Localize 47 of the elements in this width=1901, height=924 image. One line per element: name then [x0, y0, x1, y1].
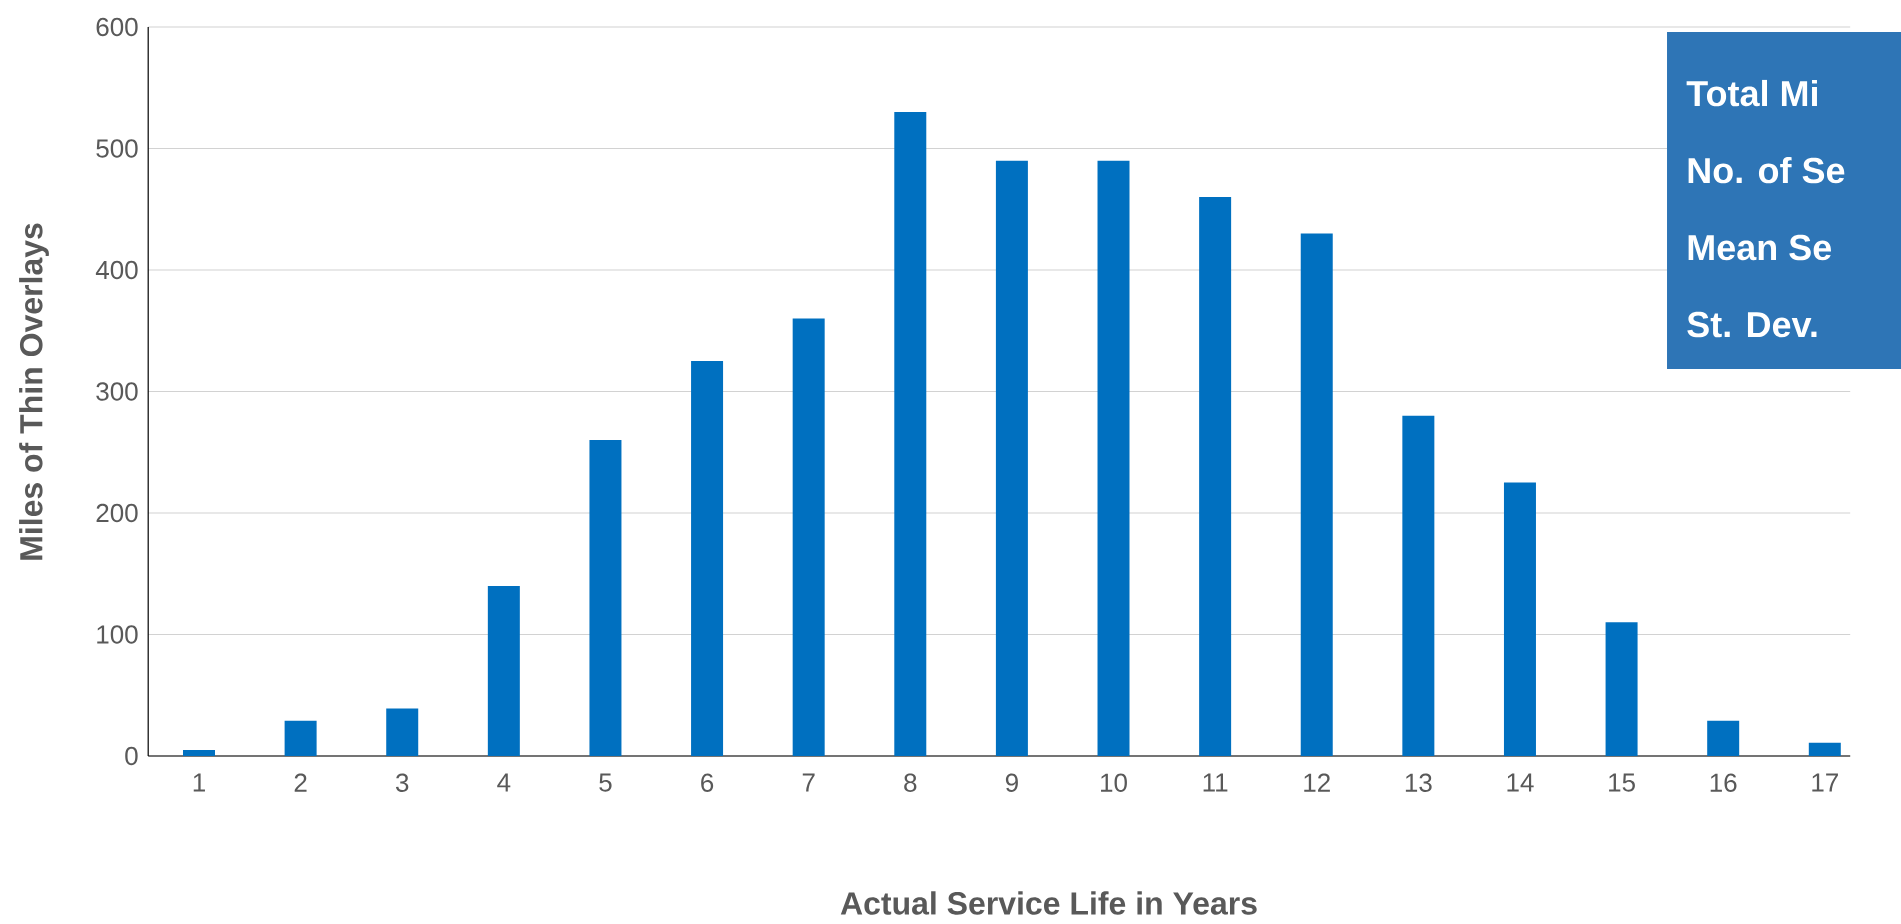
bar [589, 440, 622, 756]
x-tick-label: 8 [904, 773, 917, 792]
y-tick-label: 0 [125, 746, 138, 766]
x-tick-label: 9 [1005, 773, 1018, 792]
x-tick-label: 10 [1101, 773, 1127, 792]
y-tick-label: 100 [97, 625, 138, 644]
annotation: Mean Se [1688, 234, 1832, 261]
y-tick-label: 200 [96, 503, 138, 523]
x-tick-label: 6 [701, 773, 714, 792]
bar [894, 112, 927, 756]
x-tick-label: 5 [599, 773, 612, 792]
x-tick-label: 4 [497, 773, 511, 792]
x-tick-label: 16 [1710, 773, 1737, 792]
bar [1605, 622, 1638, 756]
bar [1097, 160, 1130, 756]
bar [284, 720, 317, 756]
x-tick-label: 1 [193, 773, 205, 792]
bar [1707, 720, 1740, 756]
bar [792, 318, 825, 756]
x-tick-label: 2 [294, 773, 307, 792]
bar [691, 361, 724, 756]
y-tick-label: 600 [96, 17, 138, 37]
bar [1300, 233, 1333, 756]
x-tick-label: 13 [1405, 773, 1432, 792]
bar [183, 749, 215, 756]
x-axis-title: Actual Service Life in Years [840, 891, 1257, 915]
bar [1199, 197, 1232, 756]
bar [1808, 742, 1841, 756]
bar [487, 585, 520, 756]
bar [386, 708, 419, 756]
bar [995, 160, 1028, 756]
x-tick-label: 12 [1304, 773, 1330, 792]
y-tick-label: 400 [95, 260, 138, 280]
x-tick-label: 15 [1609, 773, 1635, 792]
x-tick-label: 14 [1507, 773, 1534, 792]
x-tick-label: 11 [1203, 773, 1228, 792]
annotation: St. Dev. [1687, 311, 1817, 338]
annotation: Total Mi [1686, 79, 1817, 107]
y-axis-title: Miles of Thin Overlays [19, 223, 49, 560]
x-tick-label: 7 [802, 773, 815, 792]
bar [1503, 482, 1536, 756]
annotation: No. of Se [1688, 156, 1845, 184]
x-tick-label: 17 [1812, 773, 1838, 792]
y-tick-label: 300 [96, 382, 138, 401]
y-tick-label: 500 [96, 139, 138, 158]
bar [1402, 415, 1435, 756]
x-tick-label: 3 [395, 773, 409, 792]
